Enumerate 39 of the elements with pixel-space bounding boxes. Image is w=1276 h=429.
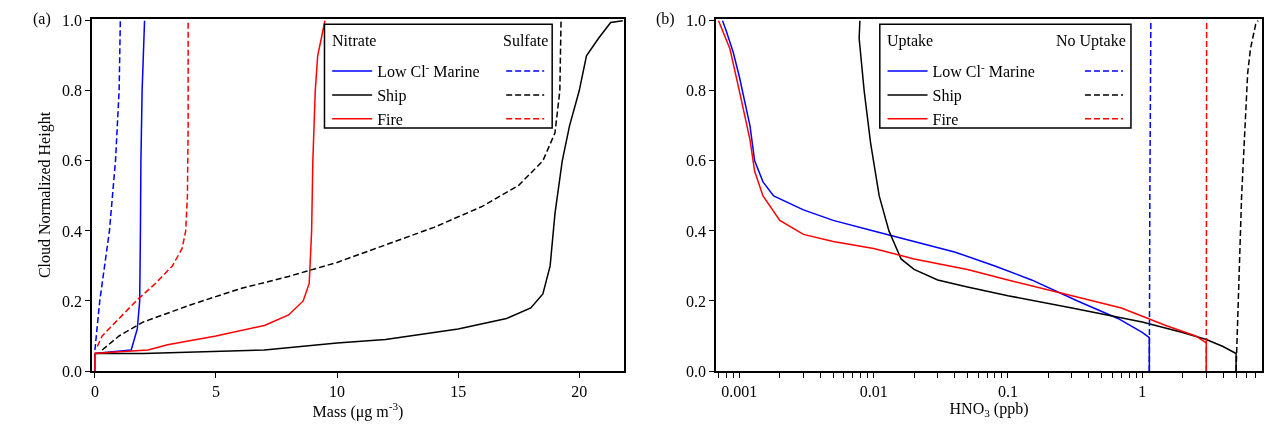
y-axis-title: Cloud Normalized Height: [35, 111, 54, 279]
annotation: No Uptake: [1056, 32, 1126, 50]
x-tick-label: 0: [90, 382, 99, 400]
line-series: [94, 20, 122, 351]
line-series: [94, 20, 326, 371]
y-tick-label: 1.0: [686, 12, 707, 30]
y-tick-label: 0.0: [686, 362, 707, 380]
y-tick-label: 0.8: [686, 82, 707, 100]
y-tick-label: 0.0: [62, 362, 83, 380]
y-tick-label: 0.2: [62, 292, 83, 310]
legend-label: Fire: [932, 110, 959, 128]
x-tick-label: 1: [1138, 382, 1147, 400]
annotation: Sulfate: [503, 32, 549, 49]
x-tick-label: 15: [450, 382, 467, 400]
legend-label: Ship: [377, 87, 407, 106]
x-tick-label: 0.001: [721, 382, 758, 400]
legend-label: Ship: [932, 87, 962, 106]
x-tick-label: 20: [571, 382, 588, 400]
x-tick-label: 10: [329, 382, 346, 400]
y-tick-label: 0.6: [62, 152, 83, 170]
x-tick-label: 0.01: [859, 382, 888, 400]
x-axis-title: HNO$_{3}$ (ppb): [949, 399, 1029, 420]
text: (b): [656, 10, 675, 28]
line-series: [96, 20, 189, 348]
x-tick-label: 5: [211, 382, 220, 400]
annotation: Uptake: [887, 32, 934, 50]
y-tick-label: 0.8: [62, 82, 83, 100]
x-axis-title: Mass (μg m$^{-3}$): [312, 399, 404, 421]
text: (a): [33, 10, 51, 28]
legend-label: Low Cl$^{-}$ Marine: [932, 60, 1035, 81]
x-tick-label: 0.1: [997, 382, 1018, 400]
y-tick-label: 0.4: [62, 222, 83, 240]
y-tick-label: 0.4: [686, 222, 707, 240]
legend-label: Fire: [377, 110, 403, 128]
legend-label: Low Cl$^{-}$ Marine: [377, 60, 480, 81]
y-tick-label: 1.0: [62, 12, 83, 30]
y-tick-label: 0.6: [686, 152, 707, 170]
y-tick-label: 0.2: [686, 292, 707, 310]
annotation: Nitrate: [332, 32, 377, 49]
